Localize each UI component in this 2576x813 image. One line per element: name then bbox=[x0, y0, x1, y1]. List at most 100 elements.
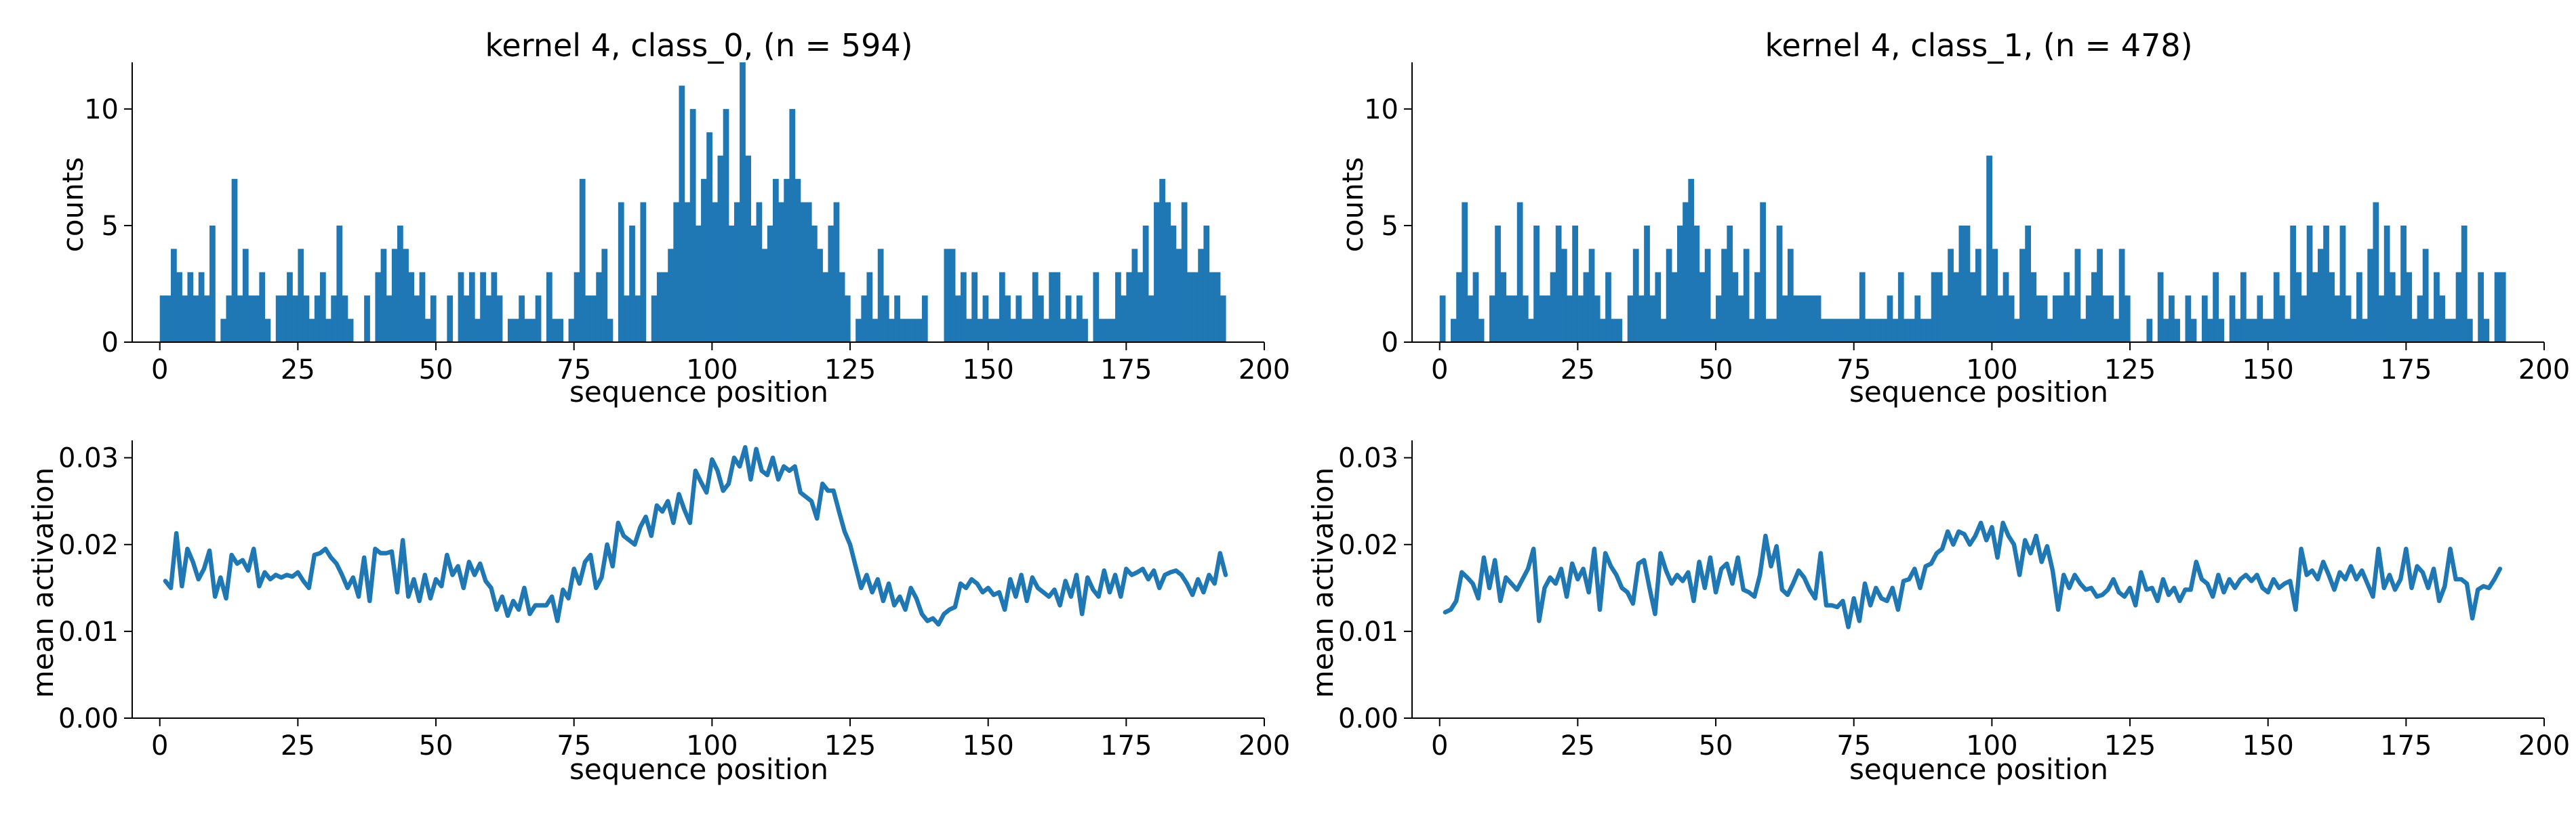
bar bbox=[2085, 295, 2092, 342]
bar bbox=[1192, 272, 1199, 342]
bar bbox=[1577, 295, 1584, 342]
x-axis-label: sequence position bbox=[1849, 753, 2108, 786]
x-tick-label: 75 bbox=[557, 730, 591, 762]
bar bbox=[287, 272, 293, 342]
bar bbox=[1914, 295, 1921, 342]
bar bbox=[2008, 295, 2015, 342]
bar bbox=[2461, 225, 2468, 342]
bar bbox=[949, 249, 956, 342]
bar bbox=[2378, 295, 2385, 342]
bar bbox=[944, 249, 950, 342]
bar bbox=[883, 295, 889, 342]
x-tick-label: 75 bbox=[557, 354, 591, 385]
bar bbox=[242, 249, 249, 342]
bar bbox=[1076, 295, 1083, 342]
bar bbox=[662, 272, 668, 342]
bar bbox=[756, 202, 763, 342]
panel-class-0-activation: sequence position mean activation 0 25 50 7… bbox=[26, 440, 1290, 786]
bar bbox=[2350, 318, 2357, 342]
bar bbox=[1975, 249, 1981, 342]
bar bbox=[706, 132, 712, 342]
y-axis-label: counts bbox=[56, 157, 89, 252]
bar bbox=[988, 318, 994, 342]
y-tick-label: 0.02 bbox=[1338, 530, 1398, 561]
bar bbox=[2025, 225, 2031, 342]
bar bbox=[342, 295, 348, 342]
bar bbox=[364, 295, 370, 342]
bar bbox=[331, 295, 338, 342]
bar bbox=[1942, 295, 1948, 342]
bar bbox=[2450, 318, 2457, 342]
bar bbox=[1649, 295, 1656, 342]
x-tick-label: 200 bbox=[1239, 354, 1290, 385]
bar bbox=[1727, 225, 1733, 342]
bar bbox=[468, 272, 475, 342]
bar bbox=[524, 318, 531, 342]
bar bbox=[916, 318, 923, 342]
bar bbox=[1539, 295, 1546, 342]
bar bbox=[1186, 272, 1193, 342]
bar bbox=[767, 225, 773, 342]
bar bbox=[2030, 272, 2037, 342]
bar bbox=[839, 272, 845, 342]
bar bbox=[1506, 295, 1512, 342]
bar bbox=[1948, 249, 1954, 342]
bar bbox=[1098, 318, 1105, 342]
bar bbox=[187, 272, 194, 342]
bar bbox=[397, 225, 403, 342]
bar bbox=[689, 108, 696, 342]
bar bbox=[607, 318, 613, 342]
bar bbox=[1716, 295, 1722, 342]
bar bbox=[1500, 272, 1507, 342]
chart-title: kernel 4, class_1, (n = 478) bbox=[1765, 27, 2192, 64]
bar bbox=[1005, 295, 1011, 342]
bar bbox=[1159, 179, 1165, 342]
bar bbox=[2201, 295, 2208, 342]
bar bbox=[2428, 318, 2434, 342]
bar bbox=[889, 318, 895, 342]
bar bbox=[1516, 202, 1523, 342]
x-tick-label: 0 bbox=[1431, 730, 1448, 762]
bar bbox=[408, 272, 415, 342]
bar bbox=[1082, 318, 1088, 342]
panel-class-1-histogram: kernel 4, class_1, (n = 478) sequence po… bbox=[1336, 27, 2570, 409]
bar bbox=[2190, 318, 2197, 342]
bar bbox=[761, 249, 768, 342]
plot-area: 0 25 50 75 100 125 150 175 200 0 5 10 bbox=[84, 62, 1290, 385]
bar bbox=[921, 295, 928, 342]
bar bbox=[2213, 272, 2219, 342]
bar bbox=[2108, 295, 2114, 342]
bar bbox=[2118, 249, 2125, 342]
x-tick-label: 200 bbox=[2518, 354, 2570, 385]
bar bbox=[977, 318, 984, 342]
bar bbox=[1632, 249, 1639, 342]
bar bbox=[2483, 318, 2490, 342]
bar bbox=[684, 202, 691, 342]
x-tick-label: 50 bbox=[1699, 730, 1733, 762]
bar bbox=[2240, 272, 2247, 342]
bar bbox=[668, 249, 674, 342]
bar bbox=[552, 318, 558, 342]
bar bbox=[336, 225, 343, 342]
y-axis-label: counts bbox=[1336, 157, 1369, 252]
bar bbox=[1737, 295, 1744, 342]
bar bbox=[1920, 318, 1927, 342]
bar bbox=[2091, 272, 2097, 342]
bar bbox=[1892, 318, 1899, 342]
y-axis-label: mean activation bbox=[1306, 467, 1340, 698]
bar bbox=[2494, 272, 2501, 342]
x-tick-label: 175 bbox=[2380, 354, 2432, 385]
bar bbox=[1605, 272, 1611, 342]
bar bbox=[1583, 272, 1590, 342]
bar bbox=[1181, 202, 1188, 342]
bar bbox=[723, 108, 729, 342]
bar bbox=[2041, 295, 2048, 342]
bar bbox=[159, 295, 166, 342]
bar bbox=[458, 272, 464, 342]
bar bbox=[1848, 318, 1855, 342]
bar bbox=[1170, 225, 1177, 342]
x-tick-label: 50 bbox=[1699, 354, 1733, 385]
bar bbox=[1666, 249, 1672, 342]
panel-class-1-activation: sequence position mean activation 0 25 50 7… bbox=[1306, 440, 2570, 786]
